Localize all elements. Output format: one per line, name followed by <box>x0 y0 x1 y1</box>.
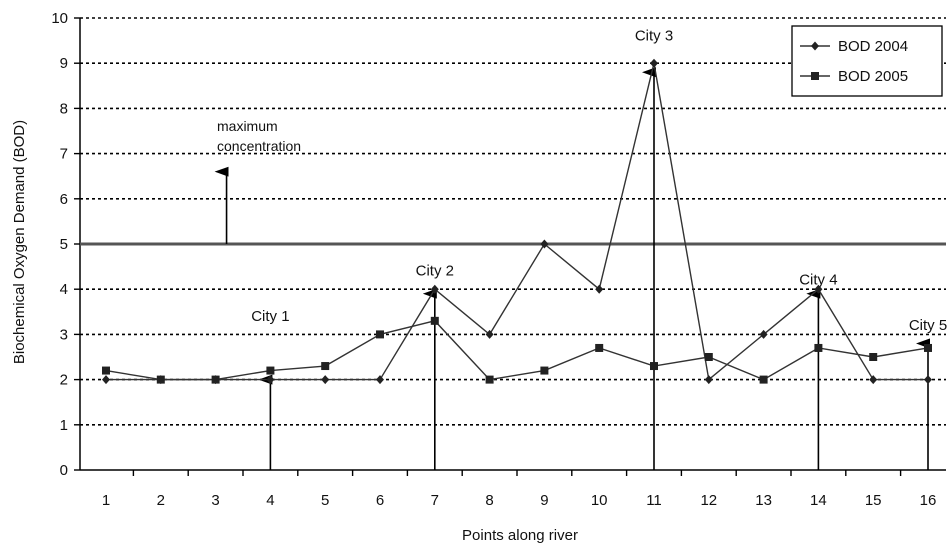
y-tick-label: 9 <box>60 55 68 72</box>
data-point <box>266 366 275 375</box>
data-point <box>704 375 713 385</box>
city-label: City 1 <box>251 308 289 325</box>
data-point <box>650 362 658 371</box>
annotations: maximum concentration City 1 City 2 City 3 Ci… <box>80 28 947 470</box>
legend-label: BOD 2005 <box>838 68 908 85</box>
data-point <box>321 362 330 371</box>
series-line <box>106 63 928 381</box>
x-tick-label: 7 <box>431 492 439 509</box>
legend-box <box>791 25 943 97</box>
x-tick-label: 2 <box>157 492 165 509</box>
data-point <box>430 284 439 294</box>
data-point <box>759 329 768 339</box>
data-point <box>595 284 604 294</box>
city-label: City 4 <box>799 272 837 289</box>
city-label: City 3 <box>635 28 673 45</box>
legend-label: BOD 2004 <box>838 38 908 55</box>
data-point <box>759 375 768 384</box>
data-point <box>211 375 220 384</box>
y-tick-label: 5 <box>60 236 68 253</box>
data-point <box>540 239 549 249</box>
data-point <box>540 366 549 375</box>
data-point <box>811 41 819 51</box>
x-tick-label: 15 <box>865 492 882 509</box>
data-point <box>485 375 494 384</box>
x-tick-label: 9 <box>540 492 548 509</box>
series <box>102 58 932 385</box>
y-tick-label: 4 <box>60 281 68 298</box>
data-point <box>321 375 330 385</box>
data-point <box>156 375 165 384</box>
x-tick-label: 6 <box>376 492 384 509</box>
x-tick-label: 12 <box>700 492 717 509</box>
data-point <box>102 375 110 385</box>
data-point <box>814 343 823 352</box>
x-tick-label: 13 <box>755 492 772 509</box>
x-tick-label: 5 <box>321 492 329 509</box>
x-tick-label: 11 <box>646 492 662 509</box>
city-label: City 5 <box>909 317 947 334</box>
data-point <box>869 353 878 361</box>
x-axis-label: Points along river <box>462 527 578 544</box>
y-tick-label: 10 <box>51 10 68 27</box>
x-tick-label: 16 <box>920 492 937 509</box>
x-tick-label: 10 <box>591 492 608 509</box>
y-axis-label: Biochemical Oxygen Demand (BOD) <box>11 120 28 364</box>
data-point <box>595 343 604 352</box>
y-tick-label: 1 <box>60 417 68 434</box>
data-point <box>924 343 932 352</box>
data-point <box>924 375 932 385</box>
data-point <box>814 284 823 294</box>
legend: BOD 2004 BOD 2005 <box>791 25 943 97</box>
data-point <box>869 375 878 385</box>
data-point <box>266 375 275 385</box>
data-point <box>376 375 384 385</box>
y-tick-label: 6 <box>60 191 68 208</box>
data-point <box>704 353 713 361</box>
series-bod-2004 <box>102 58 932 385</box>
y-tick-label: 8 <box>60 100 68 117</box>
y-tick-label: 0 <box>60 462 68 479</box>
x-tick-label: 3 <box>211 492 219 509</box>
data-point <box>811 72 819 80</box>
y-tick-label: 7 <box>60 146 68 163</box>
city-label: City 2 <box>416 263 454 280</box>
x-tick-label: 14 <box>810 492 827 509</box>
series-bod-2005 <box>102 316 932 384</box>
x-tick-label: 8 <box>485 492 493 509</box>
x-tick-label: 1 <box>102 492 110 509</box>
y-tick-label: 3 <box>60 326 68 343</box>
data-point <box>485 329 494 339</box>
x-tick-label: 4 <box>266 492 274 509</box>
y-tick-label: 2 <box>60 372 68 389</box>
data-point <box>102 366 110 375</box>
data-point <box>650 58 658 68</box>
series-line <box>105 320 929 381</box>
data-point <box>376 330 384 339</box>
data-point <box>430 316 439 325</box>
max-concentration-label: maximum concentration <box>217 118 301 154</box>
